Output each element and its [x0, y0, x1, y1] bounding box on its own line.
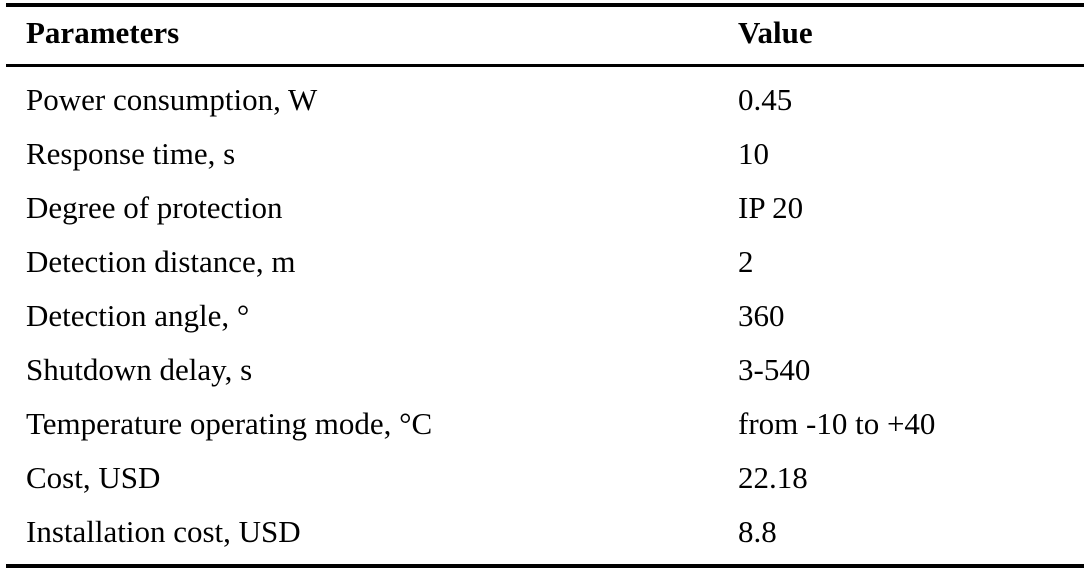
- table-top-rule: [6, 3, 1084, 7]
- table-row: Shutdown delay, s 3-540: [6, 343, 1084, 397]
- row-value: 8.8: [738, 514, 777, 549]
- row-parameter: Temperature operating mode, °C: [26, 406, 433, 441]
- row-value: 0.45: [738, 82, 793, 117]
- row-value: 10: [738, 136, 769, 171]
- row-parameter: Shutdown delay, s: [26, 352, 253, 387]
- header-value: Value: [738, 15, 813, 50]
- table-row: Response time, s 10: [6, 127, 1084, 181]
- table-row: Degree of protection IP 20: [6, 181, 1084, 235]
- table-row: Detection angle, ° 360: [6, 289, 1084, 343]
- row-parameter: Power consumption, W: [26, 82, 318, 117]
- header-parameters: Parameters: [26, 15, 180, 50]
- row-parameter: Detection distance, m: [26, 244, 296, 279]
- table-bottom-rule: [6, 564, 1084, 568]
- table-header-row: Parameters Value: [6, 7, 1084, 64]
- row-parameter: Installation cost, USD: [26, 514, 301, 549]
- row-value: 360: [738, 298, 785, 333]
- row-value: 2: [738, 244, 754, 279]
- table-row: Temperature operating mode, °C from -10 …: [6, 397, 1084, 451]
- parameters-table: Parameters Value Power consumption, W 0.…: [6, 3, 1084, 568]
- table-header-rule: [6, 64, 1084, 67]
- table-row: Installation cost, USD 8.8: [6, 505, 1084, 559]
- table-body: Power consumption, W 0.45 Response time,…: [6, 67, 1084, 564]
- row-value: 22.18: [738, 460, 808, 495]
- row-parameter: Cost, USD: [26, 460, 161, 495]
- row-parameter: Degree of protection: [26, 190, 283, 225]
- row-value: IP 20: [738, 190, 804, 225]
- row-parameter: Detection angle, °: [26, 298, 250, 333]
- table-row: Detection distance, m 2: [6, 235, 1084, 289]
- row-parameter: Response time, s: [26, 136, 236, 171]
- row-value: 3-540: [738, 352, 811, 387]
- table-row: Power consumption, W 0.45: [6, 73, 1084, 127]
- table-row: Cost, USD 22.18: [6, 451, 1084, 505]
- row-value: from -10 to +40: [738, 406, 936, 441]
